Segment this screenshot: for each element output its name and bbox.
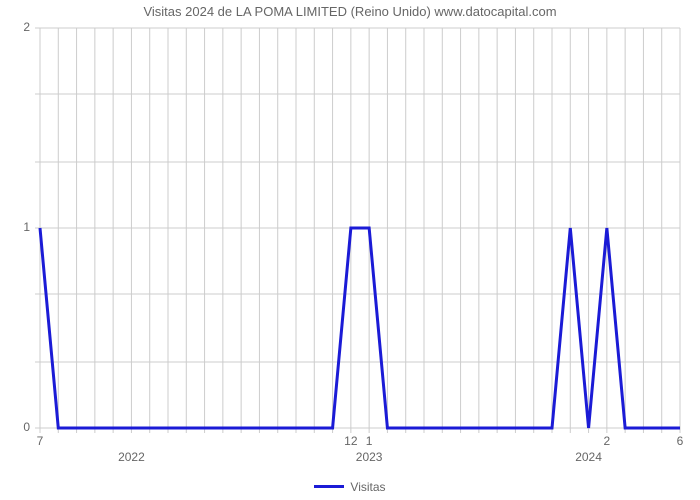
x-tick-label-year: 2024: [564, 450, 614, 464]
y-tick-label: 2: [0, 20, 30, 34]
x-tick-label-month: 7: [25, 434, 55, 448]
series-line: [40, 228, 680, 428]
legend-swatch: [314, 485, 344, 488]
y-tick-label: 0: [0, 420, 30, 434]
chart-svg: [0, 0, 700, 470]
legend-label: Visitas: [350, 480, 385, 494]
x-tick-label-year: 2023: [344, 450, 394, 464]
x-tick-label-year: 2022: [106, 450, 156, 464]
x-tick-label-month: 2: [592, 434, 622, 448]
x-tick-label-month: 1: [354, 434, 384, 448]
y-tick-label: 1: [0, 220, 30, 234]
legend: Visitas: [0, 478, 700, 496]
x-tick-label-month: 6: [665, 434, 695, 448]
line-chart: Visitas 2024 de LA POMA LIMITED (Reino U…: [0, 0, 700, 500]
